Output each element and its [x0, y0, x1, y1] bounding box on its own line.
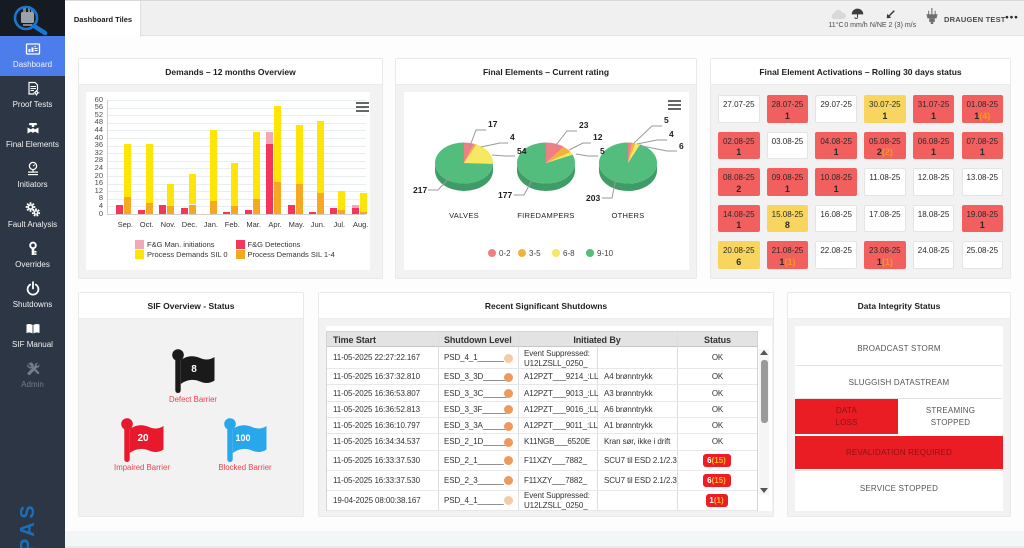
svg-text:54: 54: [517, 146, 527, 156]
svg-text:203: 203: [586, 193, 600, 203]
svg-text:12: 12: [593, 132, 603, 142]
svg-text:17: 17: [488, 119, 498, 129]
svg-text:4: 4: [669, 129, 674, 139]
svg-text:5: 5: [600, 146, 605, 156]
svg-text:177: 177: [498, 190, 512, 200]
svg-text:217: 217: [413, 185, 427, 195]
svg-text:23: 23: [579, 120, 589, 130]
svg-text:6: 6: [679, 141, 684, 151]
svg-text:5: 5: [664, 115, 669, 125]
svg-text:4: 4: [510, 132, 515, 142]
